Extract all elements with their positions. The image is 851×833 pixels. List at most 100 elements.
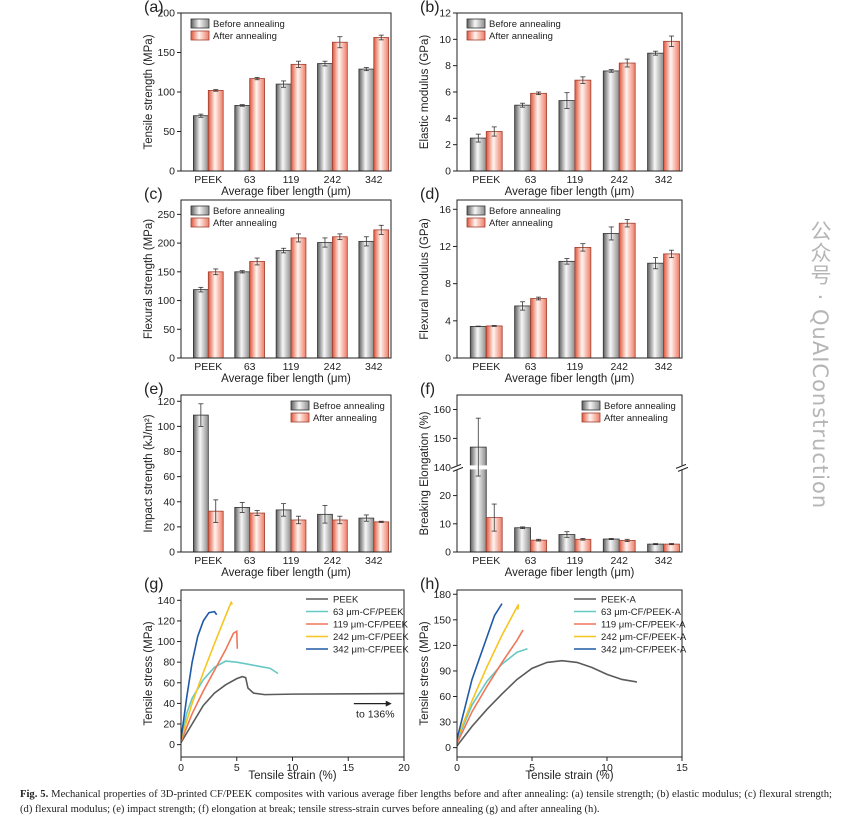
bar-before [647, 52, 664, 172]
bar-after [249, 78, 265, 172]
y-tick-label: 250 [157, 209, 175, 221]
y-tick-label: 180 [433, 589, 451, 601]
plot-frame [180, 12, 392, 172]
series-line [457, 648, 528, 742]
x-tick-label: 10 [287, 762, 299, 774]
bar-before [317, 63, 333, 172]
legend-swatch [290, 412, 310, 423]
caption-label: Fig. 5. [20, 789, 49, 800]
bar-after [530, 92, 547, 172]
legend-swatch [190, 18, 210, 29]
axis-break-gap [676, 465, 688, 470]
bar-before [234, 507, 251, 553]
bar-before [234, 271, 251, 359]
x-axis-label: Average fiber length (μm) [505, 186, 635, 198]
y-axis-label: Tensile strength (MPa) [143, 34, 155, 149]
y-tick-label: 12 [439, 241, 451, 253]
y-tick-label: 0 [445, 353, 451, 365]
y-tick-label: 10 [439, 518, 451, 530]
y-tick-label: 50 [163, 324, 175, 336]
y-tick-label: 200 [157, 8, 175, 20]
y-axis-label: Flexural modulus (GPa) [419, 218, 431, 340]
bar-before [358, 68, 375, 172]
bar-before [602, 70, 620, 172]
axis-break-mark-icon [450, 463, 464, 472]
panel-label: (e) [144, 381, 164, 398]
y-tick-label: 12 [439, 8, 451, 20]
legend-label: Before annealing [489, 206, 561, 217]
x-tick-label: 342 [655, 174, 673, 186]
y-tick-label: 200 [157, 238, 175, 250]
x-tick-label: 15 [342, 762, 354, 774]
x-tick-label: 63 [244, 361, 256, 373]
legend-swatch [190, 205, 210, 216]
x-axis-label: Average fiber length (μm) [505, 373, 635, 385]
plot-frame [180, 199, 392, 359]
x-axis-label: Average fiber length (μm) [221, 567, 351, 579]
legend-label: Before annealing [213, 19, 285, 30]
x-tick-label: 242 [610, 555, 628, 567]
bar-after [332, 41, 348, 172]
y-tick-label: 30 [439, 717, 451, 729]
panel-label: (f) [420, 381, 435, 398]
y-axis-label: Elastic modulus (GPa) [419, 35, 431, 150]
watermark: 公众号 · QuAIConstruction [808, 220, 832, 510]
legend-label: 63 μm-CF/PEEK-A [601, 607, 682, 618]
x-tick-label: 342 [365, 174, 383, 186]
y-tick-label: 120 [157, 615, 175, 627]
panel-label: (b) [420, 0, 440, 16]
panel-label: (a) [144, 0, 164, 16]
bar-after [332, 519, 348, 553]
bar-before [358, 240, 375, 359]
series-line [457, 629, 524, 744]
y-tick-label: 120 [157, 396, 175, 408]
legend-label: Befroe annealing [313, 401, 385, 412]
bar-after [373, 37, 390, 172]
x-tick-label: PEEK [472, 361, 500, 373]
y-tick-label: 140 [157, 595, 175, 607]
bar-before [647, 543, 664, 553]
bar-after [290, 63, 307, 172]
bar-before [358, 517, 375, 553]
bar-before [469, 137, 487, 172]
legend-label: After annealing [213, 218, 277, 229]
y-tick-label: 150 [433, 614, 451, 626]
y-tick-label: 20 [439, 490, 451, 502]
x-tick-label: 63 [525, 174, 537, 186]
legend-label: 63 μm-CF/PEEK [333, 607, 404, 618]
series-line [181, 660, 279, 740]
legend-swatch [581, 412, 601, 423]
y-tick-label: 150 [157, 47, 175, 59]
legend-label: Before annealing [213, 206, 285, 217]
bar-after [663, 253, 680, 359]
y-tick-label: 60 [439, 691, 451, 703]
legend-swatch [581, 400, 601, 411]
axis-break-mark-icon [675, 463, 689, 472]
legend-label: 119 μm-CF/PEEK-A [601, 620, 686, 631]
bar-before [469, 325, 487, 359]
series-line [181, 675, 404, 743]
legend-swatch [466, 18, 486, 29]
x-tick-label: 63 [525, 555, 537, 567]
x-tick-label: 342 [655, 555, 673, 567]
x-tick-label: 342 [365, 555, 383, 567]
panel-label: (h) [420, 576, 440, 593]
x-tick-label: 5 [234, 762, 240, 774]
y-tick-label: 60 [163, 677, 175, 689]
bar-before [558, 100, 576, 172]
legend-swatch [290, 400, 310, 411]
y-tick-label: 20 [163, 521, 175, 533]
y-tick-label: 60 [163, 471, 175, 483]
plot-frame [180, 394, 392, 553]
series-line [457, 659, 638, 747]
y-tick-label: 0 [169, 353, 175, 365]
bar-after [574, 246, 592, 359]
x-tick-label: 5 [529, 762, 535, 774]
bar-after [373, 229, 390, 359]
x-tick-label: 119 [567, 174, 584, 186]
panel-label: (c) [144, 186, 163, 203]
plot-frame [456, 589, 683, 758]
